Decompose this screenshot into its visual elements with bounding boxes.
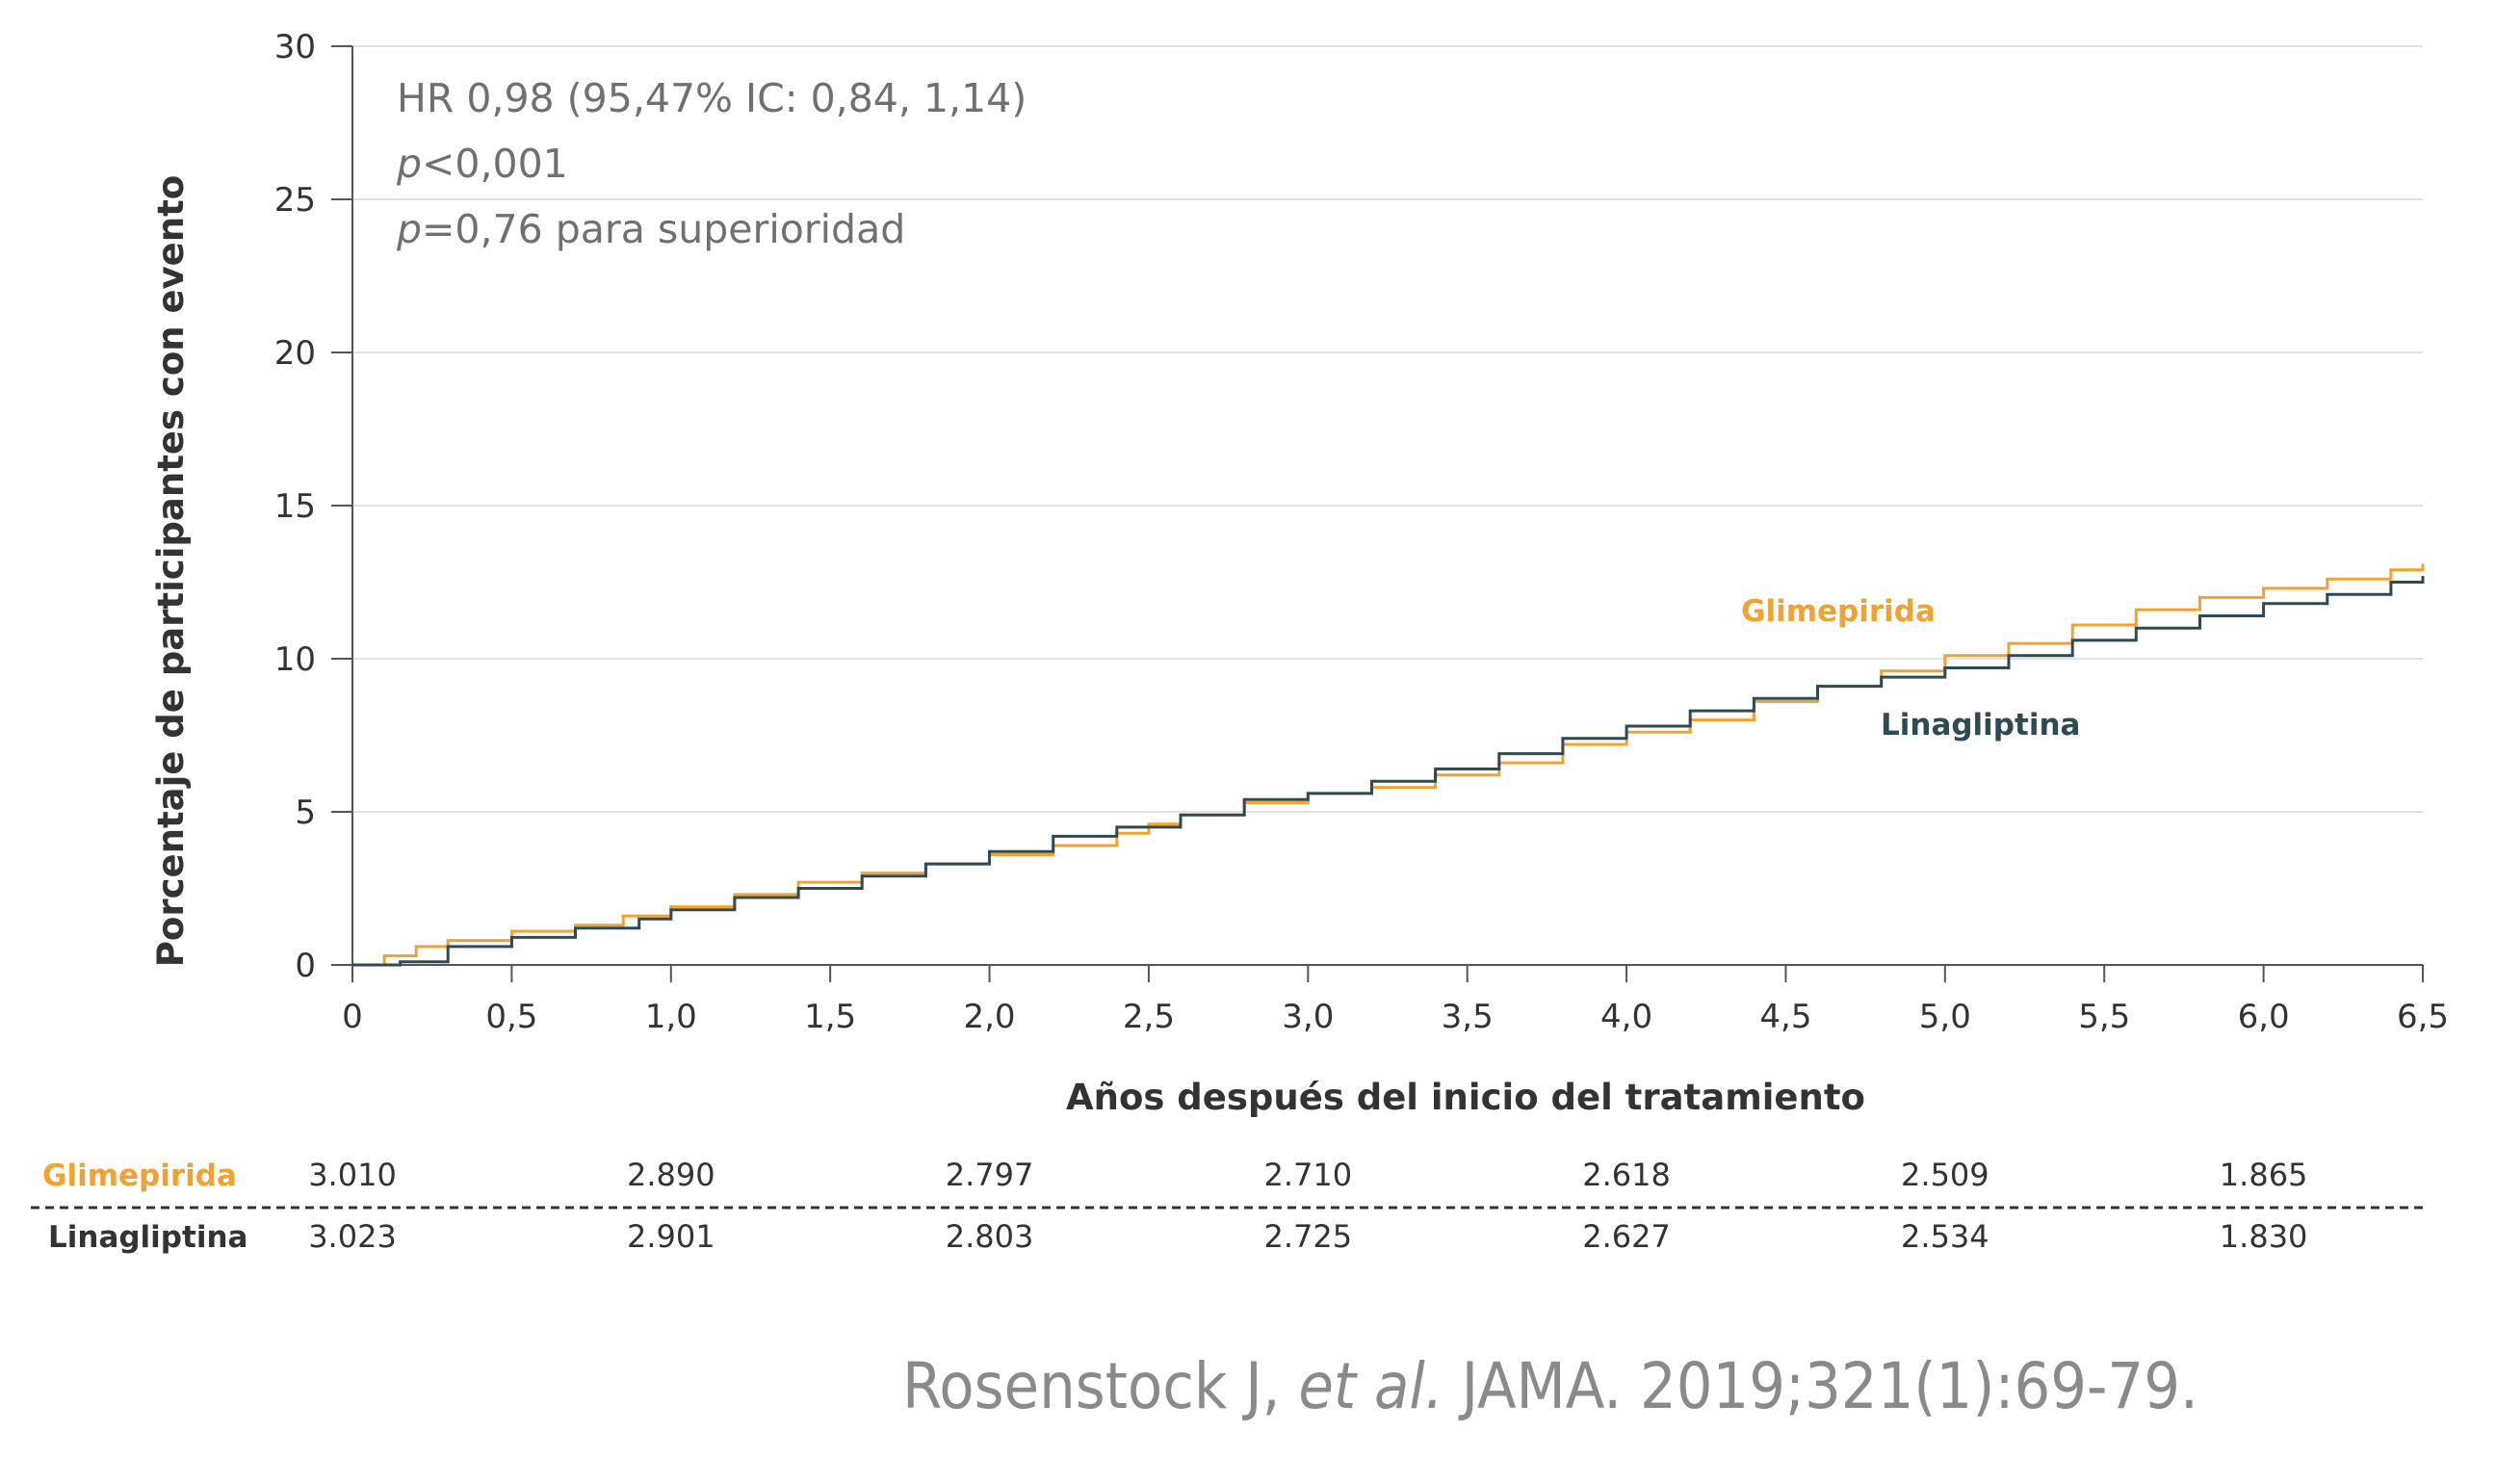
x-tick-label: 2,0 [963,998,1015,1036]
x-tick-label: 5,5 [2078,998,2130,1036]
p-italic: p [396,141,422,187]
risk-value: 2.618 [1582,1157,1671,1193]
series-lines [352,563,2425,967]
y-tick-label: 25 [274,181,316,220]
x-tick-label: 3,5 [1442,998,1494,1036]
p-value-text: <0,001 [422,141,568,187]
citation-journal: JAMA. 2019;321(1):69-79. [1443,1349,2198,1423]
y-tick-label: 5 [295,794,316,832]
risk-row-name-linagliptina: Linagliptina [48,1220,247,1255]
y-axis-title: Porcentaje de participantes con evento [150,175,192,967]
risk-table: Glimepirida Linagliptina 3.010 2.890 2.797… [31,1157,2429,1255]
series-label-glimepirida: Glimepirida [1741,594,1936,629]
risk-row-name-glimepirida: Glimepirida [42,1159,237,1193]
risk-value: 2.725 [1264,1218,1353,1255]
axes [331,45,2424,982]
risk-value: 2.534 [1901,1218,1989,1255]
x-tick-label: 6,5 [2397,998,2449,1036]
y-tick-label: 15 [274,487,316,526]
risk-value: 3.023 [308,1218,397,1255]
series-line-linagliptina [352,576,2425,967]
x-tick-label: 0,5 [485,998,537,1036]
risk-value: 2.901 [627,1218,715,1255]
risk-value: 2.890 [627,1157,715,1193]
y-tick-labels: 0 5 10 15 20 25 30 [274,28,316,985]
p-superiority-text: =0,76 para superioridad [422,206,905,252]
p-italic-2: p [396,206,422,252]
citation-etal: et al. [1298,1349,1443,1423]
risk-value: 2.797 [946,1157,1034,1193]
hr-annotation: HR 0,98 (95,47% IC: 0,84, 1,14) [397,75,1027,121]
risk-value: 2.710 [1264,1157,1353,1193]
x-tick-label: 6,0 [2238,998,2290,1036]
risk-value: 3.010 [308,1157,397,1193]
p-superiority-annotation: p=0,76 para superioridad [396,206,905,252]
y-tick-label: 0 [295,947,316,985]
x-tick-label: 3,0 [1282,998,1334,1036]
risk-value: 2.509 [1901,1157,1989,1193]
y-tick-label: 10 [274,640,316,679]
x-tick-label: 5,0 [1919,998,1971,1036]
x-axis-title: Años después del inicio del tratamiento [1066,1077,1865,1118]
series-label-linagliptina: Linagliptina [1881,708,2080,742]
x-tick-label: 4,5 [1759,998,1811,1036]
y-tick-label: 30 [274,28,316,66]
risk-value: 2.803 [946,1218,1034,1255]
y-tick-label: 20 [274,334,316,373]
x-tick-labels: 0 0,5 1,0 1,5 2,0 2,5 3,0 3,5 4,0 4,5 5,0 5,5 6,0 6,5 [342,998,2449,1036]
grid-lines [352,45,2423,813]
x-tick-label: 1,0 [645,998,697,1036]
risk-value: 1.830 [2220,1218,2308,1255]
citation-author: Rosenstock J, [902,1349,1298,1423]
series-line-glimepirida [352,563,2425,967]
x-tick-label: 0 [342,998,363,1036]
x-tick-label: 4,0 [1600,998,1652,1036]
citation: Rosenstock J, et al. JAMA. 2019;321(1):6… [902,1349,2198,1423]
x-tick-label: 1,5 [804,998,856,1036]
p-value-annotation: p<0,001 [396,141,568,187]
x-tick-label: 2,5 [1123,998,1175,1036]
risk-value: 1.865 [2220,1157,2308,1193]
risk-value: 2.627 [1582,1218,1671,1255]
